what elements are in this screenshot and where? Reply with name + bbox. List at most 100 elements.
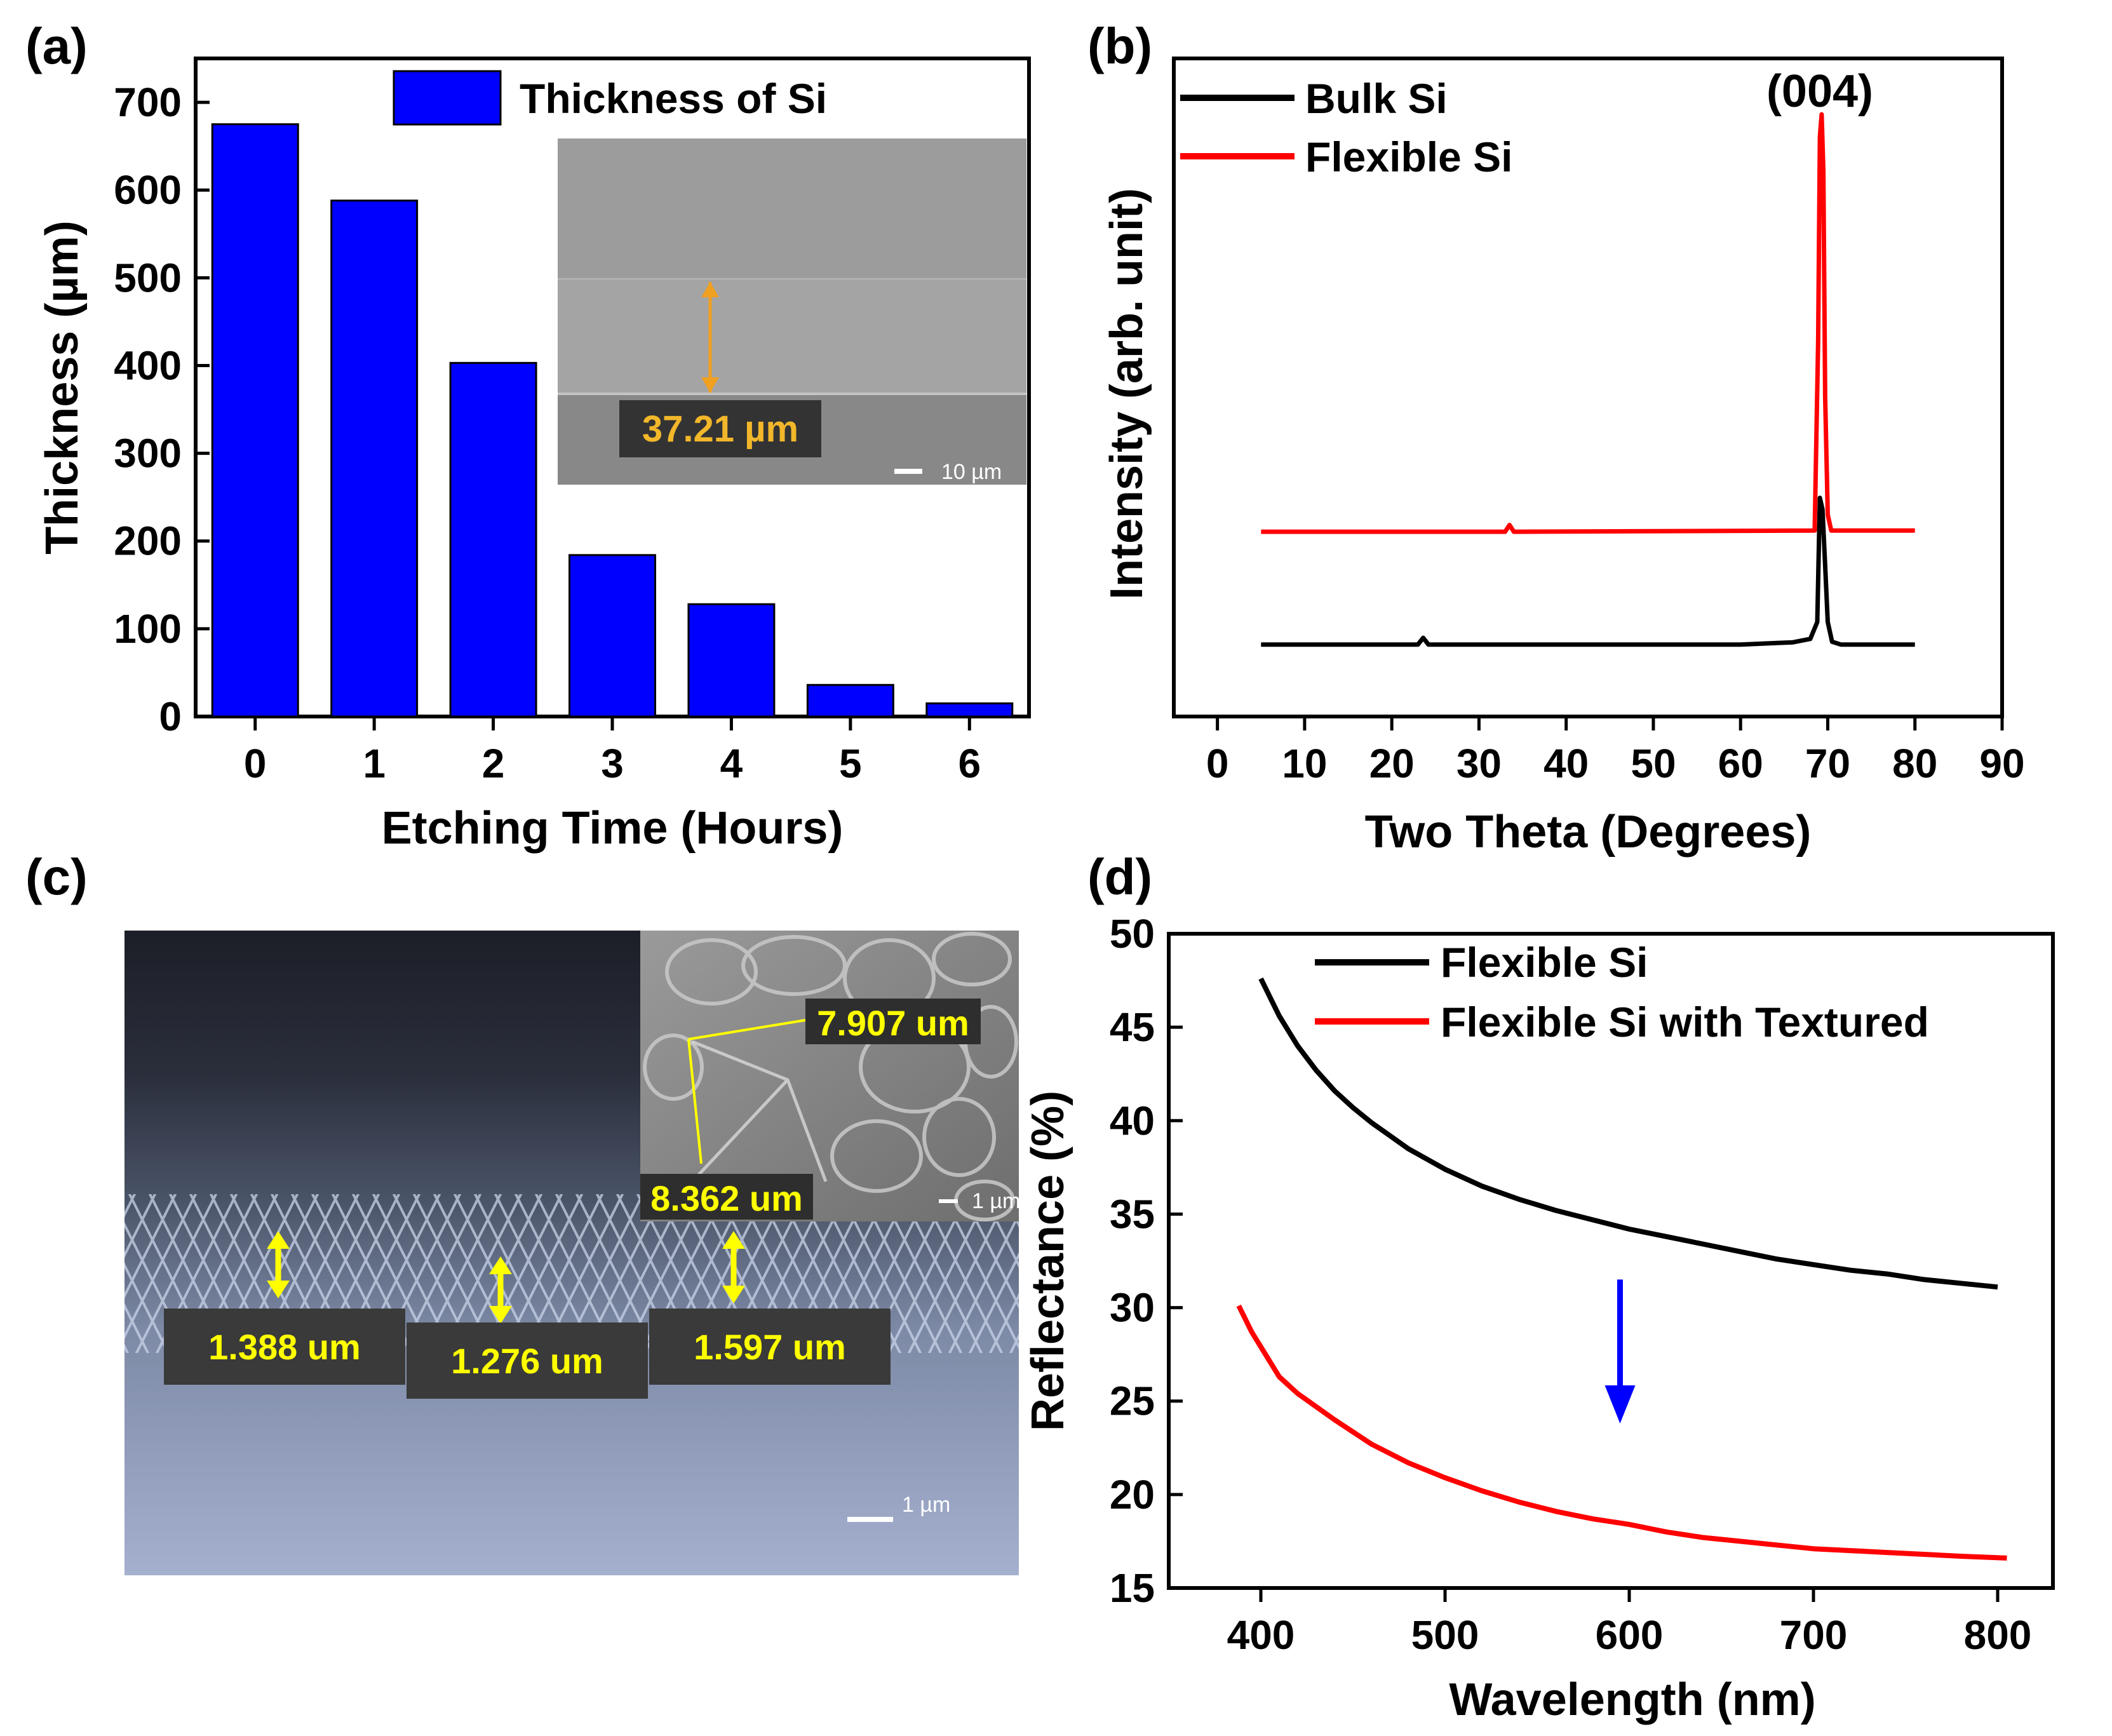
panel-d: (d) 15 20 25 30 35 40 45 50 400 500 600 700 800 Wav… [1023, 849, 2055, 1725]
panel-b-x-tick-label: 30 [1456, 741, 1502, 786]
panel-a-bar-5 [806, 683, 894, 718]
panel-a-y-axis-label: Thickness (µm) [37, 220, 88, 555]
panel-a-sem-inset: 37.21 µm 10 µm [558, 138, 1026, 485]
panel-a-y-tick-label: 400 [114, 342, 182, 388]
panel-a-x-tick-label: 6 [958, 741, 981, 786]
panel-c-inset-measurement-2: 8.362 um [650, 1178, 803, 1218]
panel-c-inset-label-box-1 [805, 999, 981, 1044]
panel-a-y-tick-label: 300 [114, 431, 182, 476]
panel-a-inset-label-box [619, 400, 821, 457]
panel-c-label-box-2 [407, 1322, 648, 1399]
panel-b-x-tick-label: 90 [1979, 741, 2024, 786]
panel-d-x-tick-label: 400 [1227, 1612, 1295, 1658]
panel-c-measurement-2: 1.276 um [451, 1341, 603, 1381]
panel-d-series-flexible-si-line [1258, 977, 1998, 1290]
panel-a-x-tick-label: 2 [482, 741, 505, 786]
panel-a-bar-1 [330, 199, 419, 718]
panel-a-y-tick-label: 600 [114, 167, 182, 213]
panel-a-x-tick-label: 4 [720, 741, 743, 786]
panel-b-label: (b) [1087, 18, 1152, 74]
panel-b-peak-label: (004) [1766, 66, 1873, 117]
panel-a: (a) 0 100 200 300 400 500 600 700 0 1 2 3 4 5 6 Etchi… [25, 18, 1031, 854]
panel-a-inset-arrowhead-down [701, 377, 719, 393]
panel-c-height-arrows [267, 1231, 745, 1324]
panel-a-inset-measurement: 37.21 µm [642, 408, 798, 450]
panel-b-y-axis-label: Intensity (arb. unit) [1101, 188, 1152, 600]
panel-d-decrease-arrow [1604, 1279, 1636, 1424]
panel-d-y-ticks: 15 20 25 30 35 40 45 50 [1110, 911, 1183, 1611]
panel-a-inset-scale-label: 10 µm [941, 460, 1002, 484]
panel-d-legend-label-flexible-si: Flexible Si [1441, 939, 1648, 986]
panel-c-label-box-1 [164, 1309, 405, 1385]
panel-d-plot-frame [1167, 932, 2055, 1590]
panel-c-inset-measure-line-1 [688, 1019, 806, 1040]
panel-a-x-tick-label: 5 [839, 741, 862, 786]
panel-d-arrow-head [1604, 1385, 1636, 1424]
panel-b-x-tick-label: 50 [1631, 741, 1676, 786]
panel-d-label: (d) [1087, 849, 1152, 905]
panel-d-x-tick-label: 800 [1964, 1612, 2032, 1658]
panel-b-x-tick-label: 20 [1369, 741, 1415, 786]
panel-d-x-tick-label: 500 [1411, 1612, 1479, 1658]
panel-d-y-tick-label: 50 [1110, 911, 1155, 957]
panel-b-x-tick-label: 40 [1544, 741, 1589, 786]
panel-c-label-box-3 [649, 1309, 891, 1385]
panel-d-x-tick-label: 600 [1596, 1612, 1664, 1658]
panel-b-x-tick-label: 60 [1718, 741, 1763, 786]
panel-d-y-tick-label: 40 [1110, 1098, 1155, 1143]
panel-a-y-tick-label: 100 [114, 606, 182, 652]
panel-b-series-flexible-si-line [1261, 112, 1915, 534]
panel-a-y-tick-label: 200 [114, 518, 182, 564]
panel-b-x-tick-label: 10 [1282, 741, 1327, 786]
panel-d-y-tick-label: 15 [1110, 1565, 1155, 1611]
panel-a-legend-label: Thickness of Si [520, 75, 827, 122]
panel-a-x-axis-label: Etching Time (Hours) [382, 803, 844, 854]
panel-a-legend-swatch [393, 70, 502, 126]
panel-d-x-axis-label: Wavelength (nm) [1449, 1674, 1815, 1725]
panel-d-y-tick-label: 20 [1110, 1472, 1155, 1517]
panel-c-inset: 7.907 um 8.362 um 1 µm [640, 931, 1020, 1221]
panel-c: (c) 7.907 um 8.362 um [25, 849, 1020, 1575]
panel-a-y-tick-label: 0 [159, 694, 182, 739]
panel-a-label: (a) [25, 18, 88, 74]
panel-a-inset-arrowhead-up [701, 282, 719, 297]
panel-c-label: (c) [25, 849, 88, 905]
panel-a-x-ticks: 0 1 2 3 4 5 6 [244, 717, 981, 786]
panel-a-bar-0 [211, 123, 299, 718]
panel-d-y-tick-label: 25 [1110, 1378, 1155, 1424]
panel-c-inset-label-box-2 [640, 1174, 813, 1220]
panel-c-scale-label: 1 µm [902, 1493, 950, 1517]
panel-d-x-ticks: 400 500 600 700 800 [1227, 1588, 2032, 1658]
panel-a-bar-2 [449, 361, 537, 718]
panel-c-inset-scale-label: 1 µm [972, 1189, 1020, 1213]
panel-a-y-tick-label: 700 [114, 79, 182, 125]
panel-d-legend-label-textured: Flexible Si with Textured [1441, 999, 1929, 1046]
panel-b-x-tick-label: 80 [1892, 741, 1937, 786]
panel-d-series-flexible-si-textured-line [1236, 1304, 2007, 1561]
panel-a-bar-6 [925, 702, 1014, 718]
panel-b-legend-label-bulk-si: Bulk Si [1305, 75, 1448, 122]
panel-c-measurement-3: 1.597 um [694, 1327, 846, 1367]
panel-a-y-ticks: 0 100 200 300 400 500 600 700 [114, 79, 210, 739]
panel-a-x-tick-label: 0 [244, 741, 267, 786]
panel-b-series-bulk-si-line [1261, 495, 1915, 647]
panel-a-y-tick-label: 500 [114, 255, 182, 300]
panel-a-bar-3 [568, 554, 656, 718]
panel-d-y-tick-label: 30 [1110, 1285, 1155, 1331]
panel-b-plot-frame [1172, 57, 2004, 718]
panel-a-x-tick-label: 1 [363, 741, 386, 786]
panel-d-x-tick-label: 700 [1780, 1612, 1848, 1658]
panel-d-y-tick-label: 35 [1110, 1191, 1155, 1237]
panel-b-legend-label-flexible-si: Flexible Si [1305, 133, 1512, 180]
panel-d-y-axis-label: Reflectance (%) [1023, 1091, 1073, 1431]
panel-b: (b) 0 10 20 30 40 50 60 70 80 90 (004) Two Theta … [1087, 18, 2025, 858]
panel-c-inset-measurement-1: 7.907 um [817, 1003, 969, 1043]
panel-b-x-axis-label: Two Theta (Degrees) [1365, 807, 1812, 858]
panel-a-x-tick-label: 3 [601, 741, 624, 786]
panel-b-x-tick-label: 0 [1206, 741, 1229, 786]
panel-a-bar-4 [687, 603, 776, 718]
panel-b-x-ticks: 0 10 20 30 40 50 60 70 80 90 [1206, 717, 2025, 786]
panel-c-inset-measure-line-2 [687, 1039, 703, 1164]
panel-b-x-tick-label: 70 [1805, 741, 1850, 786]
